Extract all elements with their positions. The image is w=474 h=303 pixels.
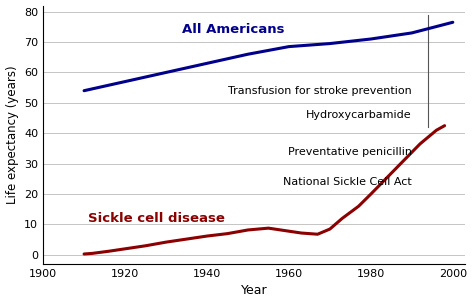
Text: Transfusion for stroke prevention: Transfusion for stroke prevention <box>228 86 412 96</box>
Text: All Americans: All Americans <box>182 23 285 36</box>
Y-axis label: Life expectancy (years): Life expectancy (years) <box>6 65 18 204</box>
Text: Sickle cell disease: Sickle cell disease <box>88 212 225 225</box>
Text: Preventative penicillin: Preventative penicillin <box>288 147 412 157</box>
Text: National Sickle Cell Act: National Sickle Cell Act <box>283 177 412 187</box>
X-axis label: Year: Year <box>241 285 267 298</box>
Text: Hydroxycarbamide: Hydroxycarbamide <box>306 110 412 120</box>
